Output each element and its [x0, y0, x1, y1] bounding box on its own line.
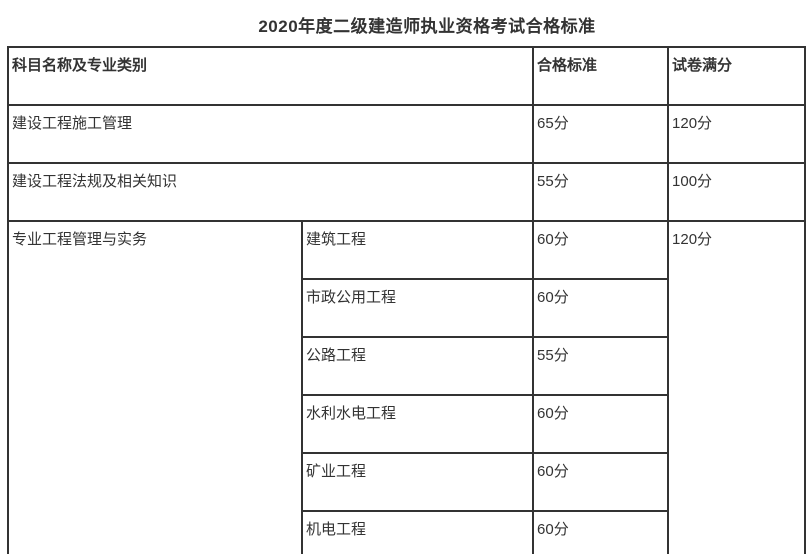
cell-subject: 建设工程法规及相关知识: [6, 162, 535, 222]
cell-pass-score: 60分: [532, 220, 670, 280]
cell-pass-score: 60分: [532, 278, 670, 338]
cell-group-full-score: 120分: [667, 220, 807, 554]
table-row: 公路工程 55分: [8, 336, 805, 396]
cell-pass-score: 60分: [532, 394, 670, 454]
cell-specialty: 矿业工程: [300, 452, 535, 512]
cell-specialty: 水利水电工程: [300, 394, 535, 454]
table-row: 机电工程 60分: [8, 510, 805, 554]
cell-specialty: 建筑工程: [300, 220, 535, 280]
table-row: 建设工程法规及相关知识 55分 100分: [6, 162, 807, 222]
cell-pass-score: 60分: [532, 510, 670, 554]
cell-pass-score: 65分: [532, 104, 670, 164]
page-title: 2020年度二级建造师执业资格考试合格标准: [258, 17, 596, 36]
table-row: 建设工程施工管理 65分 120分: [6, 104, 807, 164]
cell-subject: 建设工程施工管理: [6, 104, 535, 164]
cell-specialty: 公路工程: [300, 336, 535, 396]
cell-group-subject: 专业工程管理与实务: [7, 220, 303, 554]
cell-full-score: 100分: [667, 162, 807, 222]
header-cell-subject: 科目名称及专业类别: [6, 46, 535, 106]
header-cell-pass-score: 合格标准: [532, 46, 670, 106]
cell-pass-score: 55分: [532, 336, 670, 396]
table-row: 专业工程管理与实务 建筑工程 60分 120分: [7, 220, 807, 554]
header-cell-full-score: 试卷满分: [667, 46, 807, 106]
table-row: 水利水电工程 60分: [8, 394, 805, 454]
table-row: 市政公用工程 60分: [8, 278, 805, 338]
pass-standards-table: 科目名称及专业类别 合格标准 试卷满分 建设工程施工管理 65分 120分 建设…: [6, 46, 807, 554]
cell-full-score: 120分: [667, 104, 807, 164]
cell-pass-score: 55分: [532, 162, 670, 222]
table-row: 矿业工程 60分: [8, 452, 805, 512]
cell-specialty: 机电工程: [300, 510, 535, 554]
cell-specialty: 市政公用工程: [300, 278, 535, 338]
cell-pass-score: 60分: [532, 452, 670, 512]
table-header-row: 科目名称及专业类别 合格标准 试卷满分: [6, 46, 807, 106]
